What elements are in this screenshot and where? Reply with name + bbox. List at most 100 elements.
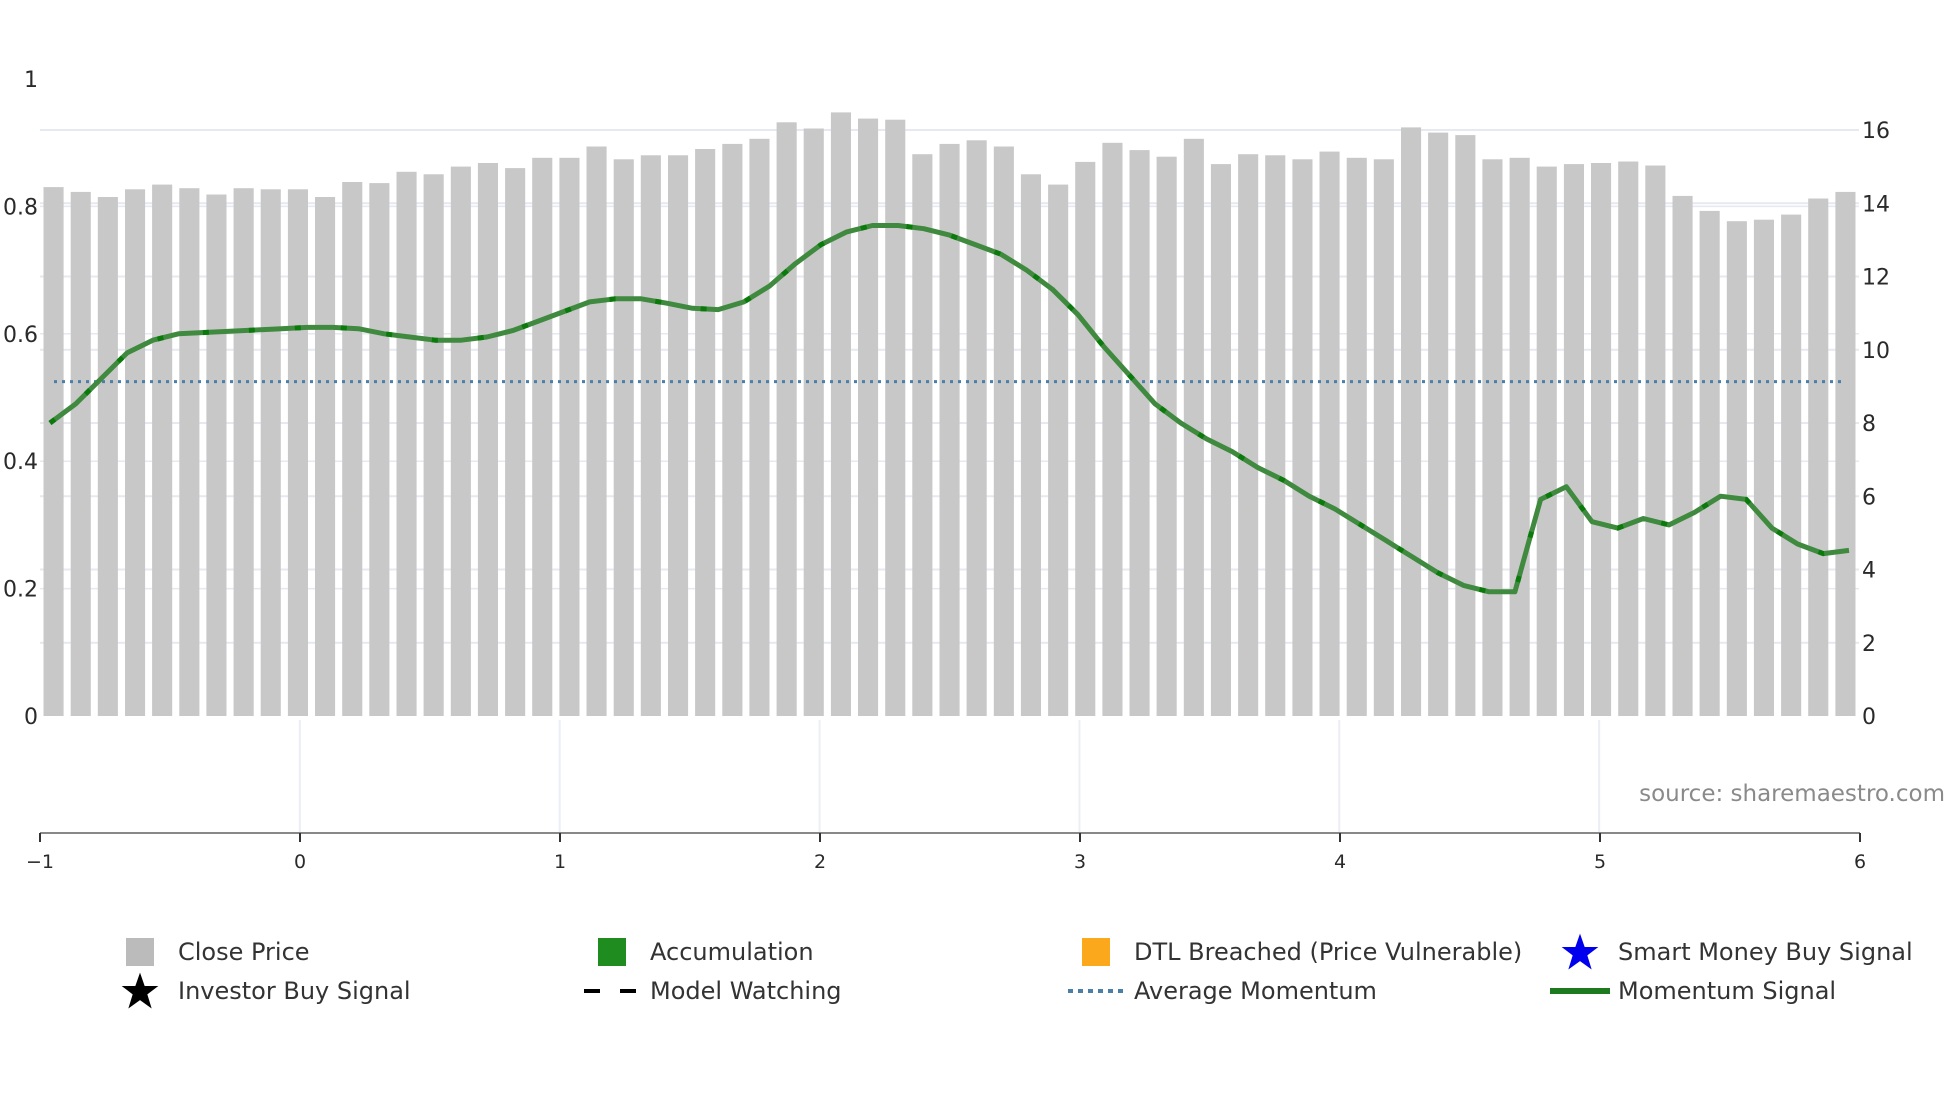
legend-label: DTL Breached (Price Vulnerable) — [1134, 938, 1523, 966]
close-price-bar — [776, 122, 797, 717]
svg-text:0: 0 — [1862, 705, 1876, 730]
close-price-bar — [396, 171, 417, 717]
close-price-bar — [858, 118, 879, 717]
legend-label: Momentum Signal — [1618, 977, 1837, 1005]
close-price-bar — [206, 194, 227, 716]
close-price-bar — [179, 188, 200, 716]
x-axis: −1 0 1 2 3 4 5 6 — [26, 833, 1866, 873]
close-price-bar — [1726, 221, 1747, 716]
close-price-bar — [1428, 132, 1449, 717]
close-price-bar — [505, 168, 526, 717]
close-price-bar — [477, 163, 498, 716]
close-price-bar — [559, 157, 580, 717]
close-price-bar — [287, 189, 308, 717]
close-price-bar — [1699, 210, 1720, 716]
legend-item-investor-buy[interactable]: Investor Buy Signal — [110, 972, 411, 1009]
close-price-bar — [1265, 155, 1286, 717]
svg-text:0.8: 0.8 — [3, 195, 38, 220]
legend-item-model-watching[interactable]: Model Watching — [582, 973, 842, 1009]
close-price-bar — [1563, 164, 1584, 717]
right-y-axis: 0 2 4 6 8 10 12 14 16 — [1862, 119, 1890, 730]
left-y-axis: 0 0.2 0.4 0.6 0.8 1 — [3, 68, 38, 730]
legend-label: Model Watching — [650, 977, 842, 1005]
gray-square-icon — [126, 938, 154, 966]
legend-item-momentum-signal[interactable]: Momentum Signal — [1550, 973, 1836, 1009]
svg-text:16: 16 — [1862, 119, 1890, 144]
close-price-bar — [885, 119, 906, 716]
legend-label: Accumulation — [650, 938, 814, 966]
close-price-bar — [1373, 159, 1394, 717]
close-price-bar — [749, 138, 770, 717]
legend-item-average-momentum[interactable]: Average Momentum — [1066, 973, 1377, 1009]
legend-label: Investor Buy Signal — [178, 977, 411, 1005]
legend-item-smart-money[interactable]: Smart Money Buy Signal — [1550, 933, 1913, 970]
close-price-bar — [966, 140, 987, 717]
legend-label: Average Momentum — [1134, 977, 1377, 1005]
close-price-bar — [1048, 184, 1069, 717]
close-price-bar — [1808, 198, 1829, 716]
legend-label: Close Price — [178, 938, 310, 966]
svg-text:−1: −1 — [26, 851, 54, 873]
close-price-bar — [1753, 219, 1774, 716]
close-price-bar — [1482, 159, 1503, 717]
close-price-bars — [43, 112, 1856, 717]
close-price-bar — [1618, 161, 1639, 716]
svg-text:0.2: 0.2 — [3, 578, 38, 603]
close-price-bar — [1075, 161, 1096, 716]
model-watching-overlay — [48, 223, 1850, 595]
close-price-bar — [1020, 174, 1041, 717]
close-price-bar — [369, 183, 390, 717]
close-price-bar — [1781, 214, 1802, 716]
svg-text:0.4: 0.4 — [3, 450, 38, 475]
close-price-bar — [450, 166, 471, 717]
svg-text:14: 14 — [1862, 192, 1890, 217]
close-price-bar — [532, 157, 553, 717]
close-price-bar — [260, 189, 281, 717]
close-price-bar — [1835, 191, 1856, 716]
close-price-bar — [586, 146, 607, 716]
close-price-bar — [695, 149, 716, 716]
close-price-bar — [722, 143, 743, 716]
source-annotation: source: sharemaestro.com — [1639, 781, 1945, 807]
close-price-bar — [1292, 159, 1313, 717]
legend-item-dtl-breached[interactable]: DTL Breached (Price Vulnerable) — [1066, 934, 1522, 970]
close-price-bar — [43, 187, 64, 717]
close-price-bar — [1238, 154, 1259, 716]
close-price-bar — [668, 155, 689, 717]
x-gridlines — [298, 720, 1601, 833]
svg-text:12: 12 — [1862, 266, 1890, 291]
svg-text:4: 4 — [1334, 851, 1346, 873]
close-price-bar — [1210, 164, 1231, 717]
svg-text:6: 6 — [1854, 851, 1866, 873]
close-price-bar — [423, 174, 444, 717]
close-price-bar — [315, 197, 336, 716]
legend-label: Smart Money Buy Signal — [1618, 938, 1913, 966]
close-price-bar — [1645, 165, 1666, 716]
svg-text:5: 5 — [1594, 851, 1606, 873]
svg-text:10: 10 — [1862, 339, 1890, 364]
dotted-line-icon — [1068, 989, 1124, 993]
dashed-line-icon — [584, 989, 640, 993]
svg-text:0.6: 0.6 — [3, 323, 38, 348]
legend-item-close-price[interactable]: Close Price — [110, 934, 310, 970]
svg-text:0: 0 — [24, 705, 38, 730]
close-price-bar — [1401, 127, 1422, 716]
blue-star-icon — [1561, 933, 1599, 970]
close-price-bar — [1319, 151, 1340, 717]
svg-text:1: 1 — [24, 68, 38, 93]
close-price-bar — [1536, 166, 1557, 717]
close-price-bar — [342, 182, 363, 716]
close-price-bar — [1672, 195, 1693, 716]
close-price-bar — [1102, 142, 1123, 717]
solid-line-icon — [1550, 988, 1610, 994]
svg-text:8: 8 — [1862, 412, 1876, 437]
close-price-bar — [152, 184, 173, 717]
svg-text:2: 2 — [1862, 632, 1876, 657]
black-star-icon — [121, 972, 159, 1009]
svg-text:2: 2 — [814, 851, 826, 873]
legend: Close Price Accumulation DTL Breached (P… — [0, 930, 1960, 1020]
legend-item-accumulation[interactable]: Accumulation — [582, 934, 814, 970]
close-price-bar — [640, 155, 661, 717]
svg-text:1: 1 — [554, 851, 566, 873]
close-price-bar — [1346, 157, 1367, 717]
